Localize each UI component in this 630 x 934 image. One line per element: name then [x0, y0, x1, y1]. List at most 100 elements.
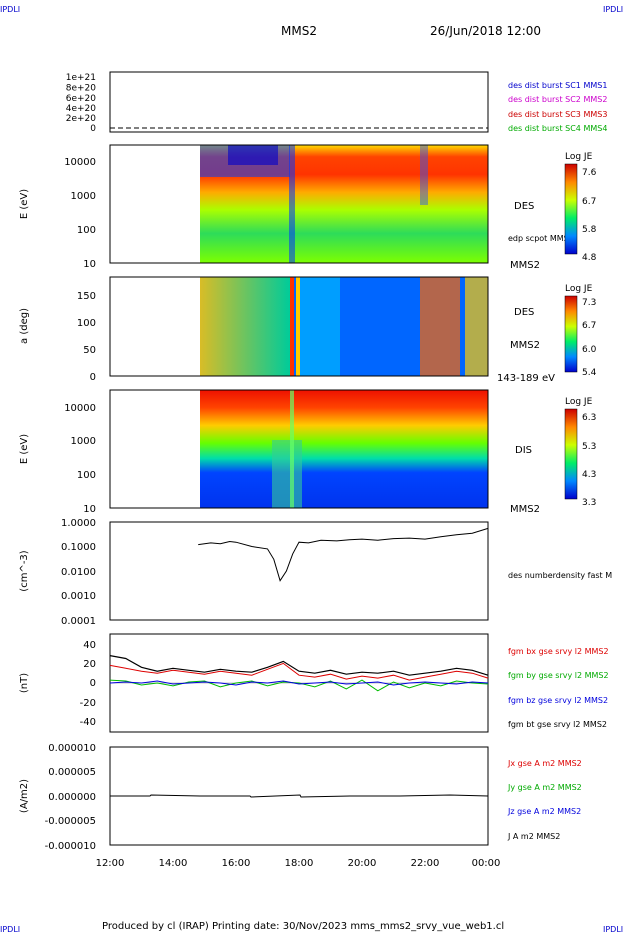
spectrogram-region	[272, 440, 302, 508]
panel-frame	[109, 144, 489, 264]
colorbar-tick: 7.3	[582, 298, 596, 308]
y-tick: 0.000000	[48, 792, 96, 803]
panel-des-pitch: a (deg) 150 100 50 0 DES MMS2 143-189 eV…	[19, 276, 597, 384]
y-tick: 0.000010	[48, 743, 96, 754]
x-tick: 20:00	[348, 858, 377, 869]
energy-range-label: 143-189 eV	[497, 373, 555, 384]
y-tick: 0	[90, 372, 96, 383]
legend-jx: Jx gse A m2 MMS2	[507, 759, 582, 768]
panel-dist-burst: 1e+21 8e+20 6e+20 4e+20 2e+20 0 des dist…	[66, 71, 607, 134]
corner-label-bl: IPDLI	[0, 925, 20, 934]
y-tick: 1000	[71, 436, 96, 447]
plot-date: 26/Jun/2018 12:00	[430, 24, 541, 38]
legend-mms4: des dist burst SC4 MMS4	[508, 124, 607, 133]
y-axis-label: (A/m2)	[19, 779, 30, 813]
colorbar-tick: 3.3	[582, 498, 596, 508]
panel-current-density: (A/m2) 0.000010 0.000005 0.000000 -0.000…	[19, 743, 582, 852]
colorbar-tick: 7.6	[582, 168, 597, 178]
panel-frame	[109, 389, 489, 509]
y-axis-label: E (eV)	[19, 189, 30, 219]
legend-density: des numberdensity fast M	[508, 571, 612, 580]
legend-bt: fgm bt gse srvy l2 MMS2	[508, 720, 607, 729]
spectrogram-stripe	[296, 277, 300, 376]
y-tick: 1000	[71, 191, 96, 202]
current-density-trace	[110, 794, 489, 798]
spectrogram-stripe	[290, 390, 294, 508]
y-tick: 10	[83, 504, 96, 515]
bfield-line-bt	[109, 655, 489, 676]
y-tick: 8e+20	[66, 84, 97, 94]
legend-jz: Jz gse A m2 MMS2	[507, 807, 581, 816]
colorbar-tick: 6.3	[582, 413, 596, 423]
spectrogram-region	[420, 277, 460, 376]
colorbar	[564, 295, 578, 373]
y-tick: 40	[83, 640, 96, 651]
bfield-line-by	[109, 679, 489, 692]
legend-mms2: des dist burst SC2 MMS2	[508, 95, 607, 104]
colorbar-tick: 6.7	[582, 321, 596, 331]
y-axis-label: (nT)	[19, 673, 30, 693]
colorbar-title: Log JE	[565, 284, 593, 294]
x-tick: 12:00	[96, 858, 125, 869]
colorbar-tick: 6.0	[582, 345, 597, 355]
y-tick: 0.1000	[61, 542, 96, 553]
y-tick: 0.0010	[61, 591, 96, 602]
footer-credit: Produced by cl (IRAP) Printing date: 30/…	[102, 921, 504, 932]
spacecraft-label: MMS2	[510, 504, 540, 515]
y-tick: 1e+21	[66, 73, 96, 83]
y-axis-label: (cm^-3)	[19, 550, 30, 591]
panel-des-energy: E (eV) 10000 1000 100 10 DES edp scpot M…	[19, 144, 597, 271]
corner-label-br: IPDLI	[603, 925, 623, 934]
y-tick: 150	[77, 291, 96, 302]
y-tick: 2e+20	[66, 114, 97, 124]
legend-mms3: des dist burst SC3 MMS3	[508, 110, 607, 119]
colorbar-tick: 5.3	[582, 442, 596, 452]
y-tick: 100	[77, 225, 96, 236]
colorbar	[564, 163, 578, 255]
x-tick: 14:00	[159, 858, 188, 869]
corner-label-tl: IPDLI	[0, 5, 20, 14]
x-tick: 16:00	[222, 858, 251, 869]
plot-title: MMS2	[281, 24, 317, 38]
colorbar-tick: 4.8	[582, 253, 597, 263]
y-tick: 10000	[64, 403, 96, 414]
y-tick: 50	[83, 345, 96, 356]
y-tick: -0.000005	[45, 816, 96, 827]
y-tick: 10	[83, 259, 96, 270]
legend-jy: Jy gse A m2 MMS2	[507, 783, 582, 792]
x-tick: 18:00	[285, 858, 314, 869]
spectrogram-stripe	[290, 277, 294, 376]
y-tick: -40	[80, 717, 96, 728]
spectrogram-low-flux-region	[228, 145, 278, 165]
x-tick: 00:00	[472, 858, 501, 869]
y-tick: 20	[83, 659, 96, 670]
legend-bx: fgm bx gse srvy l2 MMS2	[508, 647, 609, 656]
instrument-label: DES	[514, 307, 534, 318]
y-tick: 6e+20	[66, 94, 97, 104]
y-ticks-dist: 1e+21 8e+20 6e+20 4e+20 2e+20 0	[66, 73, 97, 134]
y-tick: 0	[90, 124, 96, 134]
colorbar-tick: 5.4	[582, 368, 597, 378]
spectrogram-dropout	[420, 145, 428, 205]
panel-density: (cm^-3) 1.0000 0.1000 0.0100 0.0010 0.00…	[19, 518, 612, 627]
colorbar-title: Log JE	[565, 397, 593, 407]
x-tick: 22:00	[411, 858, 440, 869]
y-tick: 100	[77, 318, 96, 329]
y-tick: -20	[80, 698, 96, 709]
spectrogram-fill	[200, 390, 488, 508]
y-axis-label: a (deg)	[19, 308, 30, 344]
instrument-label: DES	[514, 201, 534, 212]
bfield-line-bz	[109, 680, 489, 686]
y-tick: 0.000005	[48, 767, 96, 778]
y-axis-label: E (eV)	[19, 434, 30, 464]
spectrogram-region	[200, 277, 290, 376]
bfield-series	[109, 655, 489, 692]
density-series	[198, 527, 489, 582]
y-tick: 4e+20	[66, 104, 97, 114]
colorbar	[564, 408, 578, 500]
y-tick: 0	[90, 678, 96, 689]
panel-frame	[109, 71, 489, 133]
legend-j: J A m2 MMS2	[507, 832, 560, 841]
instrument-label: DIS	[515, 445, 532, 456]
